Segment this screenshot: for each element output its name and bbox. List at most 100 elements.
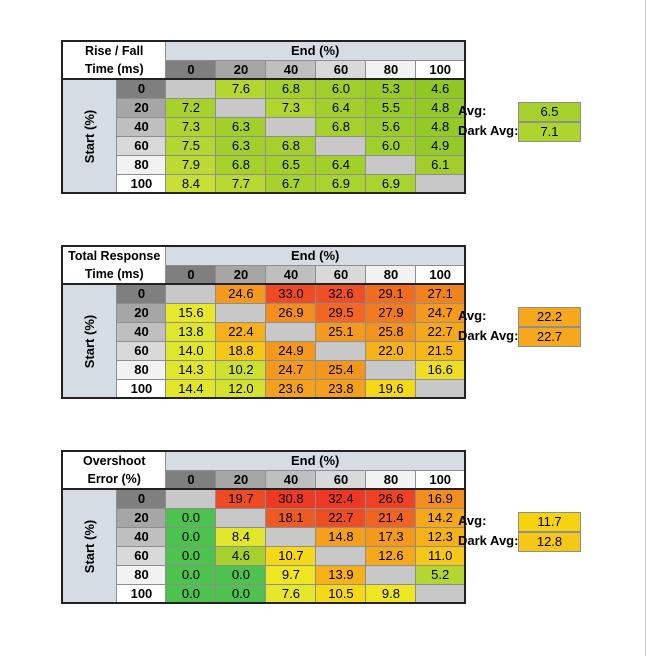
value-cell: 6.8 <box>215 154 267 175</box>
column-header: 60 <box>315 264 367 285</box>
end-axis-label: End (%) <box>165 40 466 61</box>
column-header: 80 <box>365 59 417 80</box>
row-header: 80 <box>116 154 167 175</box>
value-cell: 16.6 <box>415 359 466 380</box>
column-header: 80 <box>365 264 417 285</box>
value-cell: 13.8 <box>165 321 217 342</box>
value-cell: 25.8 <box>365 321 417 342</box>
value-cell: 9.8 <box>365 583 417 604</box>
dark-avg-label: Dark Avg: <box>458 533 519 548</box>
table-row: 80 14.3 10.2 24.7 25.4 16.6 <box>62 359 466 380</box>
value-cell: 29.1 <box>365 283 417 304</box>
value-cell <box>165 488 217 509</box>
value-cell: 17.3 <box>365 526 417 547</box>
row-header: 20 <box>116 302 167 323</box>
value-cell: 6.0 <box>315 78 367 99</box>
row-header: 60 <box>116 545 167 566</box>
column-header: 100 <box>415 469 466 490</box>
value-cell: 24.9 <box>265 340 317 361</box>
avg-value: 22.2 <box>518 307 581 327</box>
value-cell <box>265 526 317 547</box>
value-cell: 10.2 <box>215 359 267 380</box>
value-cell: 18.1 <box>265 507 317 528</box>
value-cell <box>265 321 317 342</box>
value-cell: 26.6 <box>365 488 417 509</box>
column-header: 0 <box>165 59 217 80</box>
value-cell <box>365 154 417 175</box>
value-cell <box>365 359 417 380</box>
row-header: 40 <box>116 526 167 547</box>
column-header: 40 <box>265 264 317 285</box>
value-cell: 5.2 <box>415 564 466 585</box>
row-header: 60 <box>116 135 167 156</box>
value-cell: 7.6 <box>265 583 317 604</box>
value-cell: 8.4 <box>215 526 267 547</box>
row-header: 80 <box>116 359 167 380</box>
value-cell: 6.1 <box>415 154 466 175</box>
value-cell <box>215 507 267 528</box>
value-cell: 5.5 <box>365 97 417 118</box>
value-cell: 27.9 <box>365 302 417 323</box>
row-header: 0 <box>116 78 167 99</box>
value-cell: 6.8 <box>315 116 367 137</box>
value-cell: 5.3 <box>365 78 417 99</box>
value-cell <box>315 545 367 566</box>
value-cell: 0.0 <box>215 583 267 604</box>
value-cell: 21.4 <box>365 507 417 528</box>
row-header: 20 <box>116 507 167 528</box>
start-axis-label: Start (%) <box>61 283 118 399</box>
row-header: 20 <box>116 97 167 118</box>
value-cell <box>165 283 217 304</box>
value-cell: 6.9 <box>315 173 367 194</box>
column-header: 60 <box>315 469 367 490</box>
value-cell: 8.4 <box>165 173 217 194</box>
table-title-line2: Error (%) <box>61 470 166 490</box>
value-cell: 32.4 <box>315 488 367 509</box>
data-table: Rise / Fall End (%) Time (ms) 0 20 40 60 80 100 S… <box>61 40 466 194</box>
value-cell: 6.4 <box>315 154 367 175</box>
value-cell: 19.6 <box>365 378 417 399</box>
value-cell: 23.8 <box>315 378 367 399</box>
table-row: 40 13.8 22.4 25.1 25.8 22.7 <box>62 321 466 342</box>
value-cell: 7.7 <box>215 173 267 194</box>
value-cell: 23.6 <box>265 378 317 399</box>
value-cell <box>365 564 417 585</box>
column-header: 20 <box>215 469 267 490</box>
column-header: 40 <box>265 469 317 490</box>
dark-avg-value: 12.8 <box>518 532 581 552</box>
value-cell: 14.8 <box>315 526 367 547</box>
value-cell: 4.8 <box>415 116 466 137</box>
table-row: 100 8.4 7.7 6.7 6.9 6.9 <box>62 173 466 194</box>
value-cell: 0.0 <box>215 564 267 585</box>
row-header: 0 <box>116 488 167 509</box>
value-cell: 12.3 <box>415 526 466 547</box>
value-cell: 13.9 <box>315 564 367 585</box>
row-header: 40 <box>116 321 167 342</box>
value-cell: 0.0 <box>165 507 217 528</box>
column-header: 20 <box>215 59 267 80</box>
value-cell: 25.1 <box>315 321 367 342</box>
value-cell: 32.6 <box>315 283 367 304</box>
table-row: Start (%) 0 19.7 30.8 32.4 26.6 16.9 <box>61 488 466 604</box>
value-cell: 29.5 <box>315 302 367 323</box>
value-cell: 6.3 <box>215 116 267 137</box>
value-cell: 0.0 <box>165 545 217 566</box>
value-cell: 25.4 <box>315 359 367 380</box>
value-cell: 10.5 <box>315 583 367 604</box>
value-cell: 27.1 <box>415 283 466 304</box>
value-cell: 6.5 <box>265 154 317 175</box>
value-cell: 26.9 <box>265 302 317 323</box>
value-cell: 0.0 <box>165 564 217 585</box>
value-cell: 18.8 <box>215 340 267 361</box>
value-cell: 0.0 <box>165 583 217 604</box>
column-header: 100 <box>415 264 466 285</box>
value-cell: 12.6 <box>365 545 417 566</box>
value-cell: 24.7 <box>265 359 317 380</box>
column-header: 60 <box>315 59 367 80</box>
start-axis-label-text: Start (%) <box>82 519 98 573</box>
avg-label: Avg: <box>458 308 487 323</box>
value-cell: 6.8 <box>265 135 317 156</box>
value-cell <box>415 378 466 399</box>
value-cell: 22.4 <box>215 321 267 342</box>
dark-avg-value: 7.1 <box>518 122 581 142</box>
